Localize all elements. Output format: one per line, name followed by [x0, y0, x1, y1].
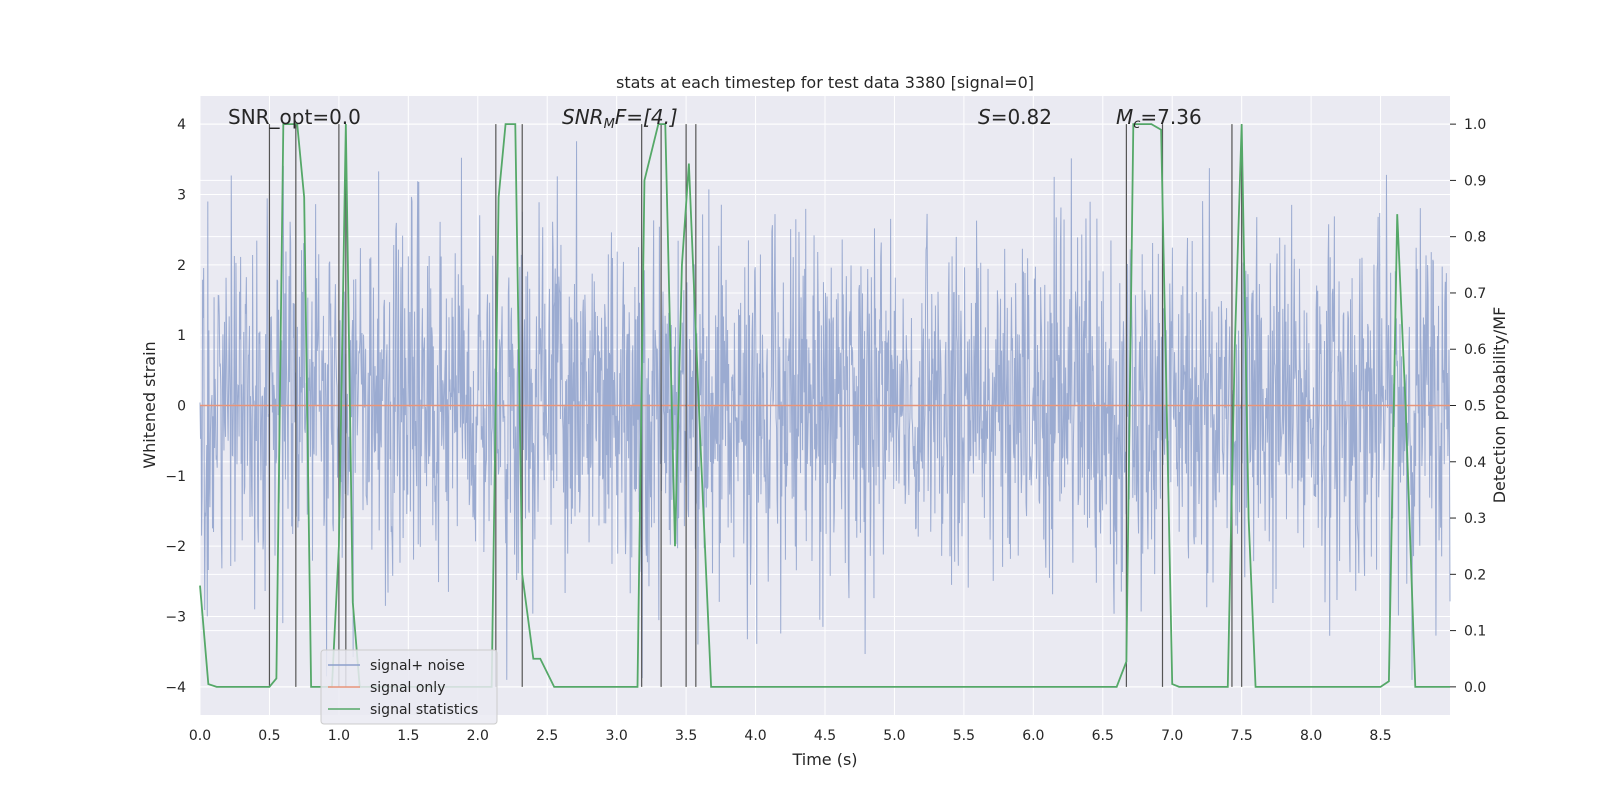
- y-right-tick-label: 0.1: [1464, 624, 1486, 640]
- x-tick-label: 7.5: [1231, 728, 1253, 744]
- annotation-s-symbol: S: [978, 105, 991, 129]
- y-right-tick-label: 1.0: [1464, 117, 1486, 133]
- x-tick-label: 3.5: [675, 728, 697, 744]
- y-left-tick-label: −3: [165, 610, 186, 626]
- y-right-tick-label: 0.6: [1464, 342, 1486, 358]
- x-tick-label: 6.0: [1022, 728, 1044, 744]
- annotation-snr-mf-main: SNR: [562, 105, 604, 129]
- x-tick-label: 4.0: [744, 728, 766, 744]
- annotation-mc: Mc=7.36: [1116, 105, 1202, 132]
- annotation-snr-mf-rest: F=[4.]: [615, 105, 678, 129]
- annotation-s: S=0.82: [978, 105, 1052, 129]
- annotation-s-value: =0.82: [991, 105, 1052, 129]
- x-tick-label: 7.0: [1161, 728, 1183, 744]
- legend-label-signal-statistics: signal statistics: [370, 702, 478, 718]
- x-tick-label: 8.0: [1300, 728, 1322, 744]
- x-tick-label: 6.5: [1092, 728, 1114, 744]
- y-right-tick-label: 0.3: [1464, 511, 1486, 527]
- annotation-mc-symbol: M: [1116, 105, 1133, 129]
- x-tick-label: 0.0: [189, 728, 211, 744]
- y-right-tick-label: 0.8: [1464, 230, 1486, 246]
- chart-title: stats at each timestep for test data 338…: [616, 73, 1034, 92]
- annotation-mc-value: =7.36: [1140, 105, 1201, 129]
- y-right-tick-label: 0.7: [1464, 286, 1486, 302]
- legend-label-signal-only: signal only: [370, 680, 445, 696]
- y-left-tick-label: 2: [177, 258, 186, 274]
- x-tick-label: 3.0: [606, 728, 628, 744]
- annotation-snr-opt: SNR_opt=0.0: [228, 105, 361, 129]
- x-tick-label: 8.5: [1369, 728, 1391, 744]
- signal-statistics-line: [199, 123, 1450, 688]
- y-left-tick-labels: 4 3 2 1 0 −1 −2 −3 −4: [165, 117, 186, 696]
- y-right-tick-label: 0.5: [1464, 399, 1486, 415]
- x-tick-label: 2.0: [467, 728, 489, 744]
- y-left-axis-label: Whitened strain: [140, 341, 159, 468]
- y-left-tick-label: −1: [165, 469, 186, 485]
- annotation-snr-mf: SNRMF=[4.]: [562, 105, 678, 132]
- annotation-mc-sub: c: [1133, 117, 1140, 132]
- y-left-tick-label: 3: [177, 187, 186, 203]
- legend: signal+ noise signal only signal statist…: [320, 649, 498, 725]
- y-left-tick-label: 4: [177, 117, 186, 133]
- y-right-tick-label: 0.4: [1464, 455, 1486, 471]
- y-right-tick-label: 0.0: [1464, 680, 1486, 696]
- signal-statistics-series: [199, 123, 1450, 688]
- legend-box: [320, 649, 498, 725]
- y-right-tick-label: 0.2: [1464, 567, 1486, 583]
- x-tick-label: 1.0: [328, 728, 350, 744]
- x-tick-label: 0.5: [258, 728, 280, 744]
- x-tick-labels: 0.0 0.5 1.0 1.5 2.0 2.5 3.0 3.5 4.0 4.5 5.0 5.5 6.0 6…: [189, 728, 1392, 744]
- y-left-tick-label: −2: [165, 539, 186, 555]
- x-tick-label: 2.5: [536, 728, 558, 744]
- x-tick-label: 1.5: [397, 728, 419, 744]
- x-tick-label: 4.5: [814, 728, 836, 744]
- y-right-axis-label: Detection probability/MF: [1490, 307, 1509, 504]
- annotation-snr-mf-sub: M: [604, 117, 615, 132]
- y-right-tick-label: 0.9: [1464, 173, 1486, 189]
- x-axis-label: Time (s): [791, 750, 857, 769]
- x-tick-label: 5.5: [953, 728, 975, 744]
- legend-label-signal-noise: signal+ noise: [370, 658, 465, 674]
- y-left-tick-label: 1: [177, 328, 186, 344]
- y-right-tick-labels: 1.0 0.9 0.8 0.7 0.6 0.5 0.4 0.3 0.2 0.1 0.0: [1450, 117, 1486, 696]
- x-tick-label: 5.0: [883, 728, 905, 744]
- y-left-tick-label: 0: [177, 399, 186, 415]
- y-left-tick-label: −4: [165, 680, 186, 696]
